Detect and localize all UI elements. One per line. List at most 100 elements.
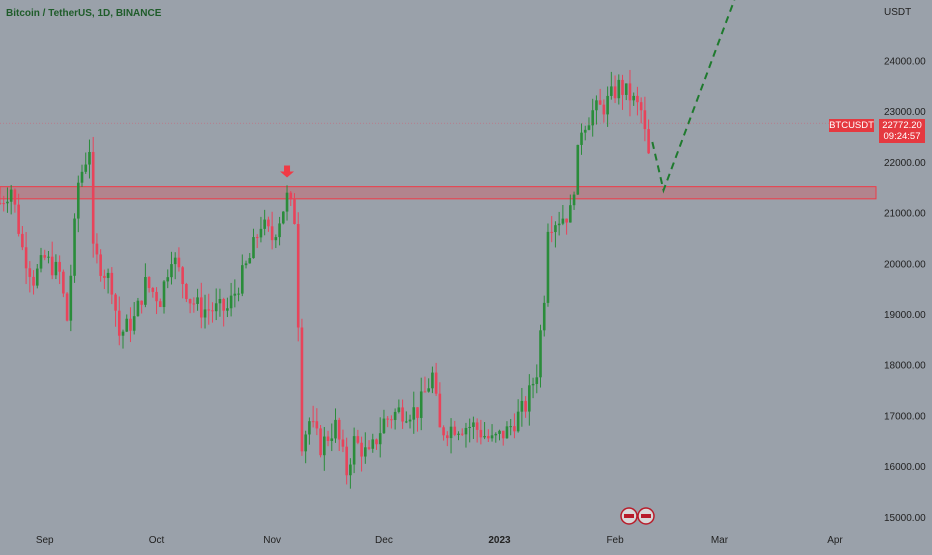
candle-body bbox=[565, 218, 568, 223]
candle-body bbox=[554, 225, 557, 233]
candle-body bbox=[449, 426, 453, 439]
candle-body bbox=[401, 407, 404, 422]
candle-body bbox=[419, 391, 423, 418]
candle-body bbox=[464, 427, 468, 435]
candle-body bbox=[453, 426, 457, 435]
candle-body bbox=[278, 223, 281, 238]
currency-label: USDT bbox=[884, 7, 912, 18]
candle-body bbox=[397, 407, 401, 412]
candle-body bbox=[591, 110, 594, 126]
candle-body bbox=[196, 297, 199, 304]
candle-body bbox=[289, 192, 293, 200]
candle-body bbox=[636, 95, 639, 103]
candle-body bbox=[513, 426, 516, 432]
candle-body bbox=[490, 435, 494, 439]
candle-body bbox=[457, 433, 460, 435]
candle-body bbox=[13, 189, 17, 205]
candle-body bbox=[632, 95, 636, 101]
candle-body bbox=[326, 436, 330, 442]
candle-body bbox=[32, 276, 35, 286]
candle-body bbox=[121, 331, 125, 336]
candle-body bbox=[158, 301, 162, 308]
candle-body bbox=[282, 211, 285, 224]
candle-body bbox=[598, 100, 602, 105]
candle-body bbox=[69, 275, 73, 321]
candle-body bbox=[255, 237, 259, 239]
candle-body bbox=[393, 411, 397, 421]
candle-body bbox=[334, 419, 337, 439]
last-price: 22772.20 bbox=[882, 120, 922, 131]
y-tick-label: 22000.00 bbox=[884, 158, 926, 169]
candle-body bbox=[531, 383, 535, 386]
candle-body bbox=[542, 302, 546, 331]
candle-body bbox=[188, 299, 192, 304]
candle-body bbox=[378, 433, 382, 445]
candle-body bbox=[140, 300, 143, 305]
candle-body bbox=[356, 436, 360, 443]
symbol-tag: BTCUSDT bbox=[829, 119, 874, 132]
y-tick-label: 21000.00 bbox=[884, 209, 926, 220]
candle-body bbox=[84, 164, 88, 172]
candle-body bbox=[185, 284, 188, 300]
candle-body bbox=[170, 264, 173, 278]
candle-body bbox=[528, 385, 531, 412]
candle-body bbox=[211, 310, 214, 312]
candle-body bbox=[621, 79, 624, 95]
candle-body bbox=[99, 254, 102, 276]
candle-body bbox=[125, 318, 129, 332]
candle-body bbox=[103, 275, 106, 278]
x-tick-label: Apr bbox=[827, 535, 843, 546]
candle-body bbox=[173, 257, 177, 265]
y-tick-label: 20000.00 bbox=[884, 259, 926, 270]
candle-body bbox=[166, 277, 170, 282]
candle-body bbox=[535, 377, 539, 384]
candle-body bbox=[47, 256, 50, 258]
candle-body bbox=[80, 171, 84, 183]
projection-path bbox=[651, 0, 736, 194]
candle-body bbox=[460, 433, 464, 435]
candle-body bbox=[177, 257, 181, 268]
candle-body bbox=[516, 411, 520, 432]
candle-body bbox=[505, 426, 509, 439]
candle-body bbox=[28, 268, 32, 277]
candle-body bbox=[595, 100, 598, 111]
candle-body bbox=[427, 388, 430, 392]
candle-body bbox=[76, 182, 80, 219]
candle-body bbox=[572, 194, 576, 206]
candle-body bbox=[643, 110, 647, 130]
candle-body bbox=[222, 298, 225, 311]
candle-body bbox=[442, 427, 445, 436]
candle-body bbox=[233, 293, 237, 296]
candle-body bbox=[136, 300, 140, 317]
candle-body bbox=[483, 436, 486, 438]
candle-body bbox=[509, 426, 512, 428]
candle-body bbox=[117, 310, 121, 336]
candle-body bbox=[274, 237, 278, 241]
candle-body bbox=[539, 330, 542, 378]
candle-body bbox=[360, 442, 363, 457]
candle-body bbox=[62, 271, 65, 294]
candle-body bbox=[0, 202, 2, 204]
candle-body bbox=[315, 421, 319, 429]
candle-body bbox=[147, 277, 151, 288]
candle-body bbox=[43, 255, 47, 258]
last-price-tag: 22772.20 09:24:57 bbox=[879, 119, 925, 143]
candle-body bbox=[9, 189, 13, 202]
candle-body bbox=[58, 261, 61, 272]
candle-body bbox=[390, 419, 393, 421]
candle-body bbox=[199, 297, 203, 318]
candle-body bbox=[192, 303, 196, 305]
candle-body bbox=[229, 295, 233, 309]
candle-body bbox=[606, 95, 609, 115]
candle-body bbox=[73, 218, 76, 276]
candle-body bbox=[129, 318, 132, 331]
candle-body bbox=[311, 421, 315, 423]
candle-body bbox=[218, 298, 222, 304]
candle-body bbox=[270, 226, 274, 241]
candle-body bbox=[647, 129, 650, 154]
y-tick-label: 23000.00 bbox=[884, 107, 926, 118]
candle-body bbox=[341, 439, 345, 447]
